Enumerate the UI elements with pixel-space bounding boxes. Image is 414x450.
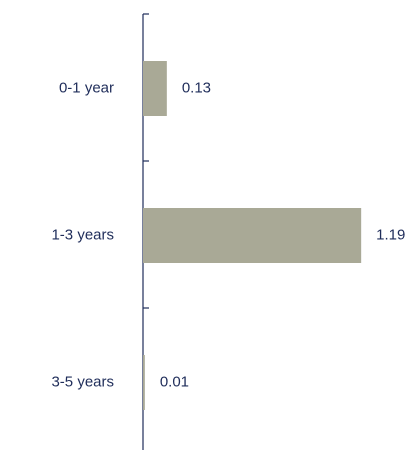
data-labels: 0.13 1.19 0.01 [160, 79, 406, 390]
category-axis-ticks [143, 13, 149, 309]
category-label: 3-5 years [51, 373, 114, 390]
data-label: 0.01 [160, 373, 189, 390]
category-labels: 0-1 year 1-3 years 3-5 years [51, 79, 114, 390]
bar [143, 208, 362, 263]
category-label: 0-1 year [59, 79, 114, 96]
bar [143, 355, 145, 410]
data-label: 0.13 [182, 79, 211, 96]
bar-series [143, 61, 362, 410]
data-label: 1.19 [376, 226, 405, 243]
bar [143, 61, 167, 116]
category-label: 1-3 years [51, 226, 114, 243]
